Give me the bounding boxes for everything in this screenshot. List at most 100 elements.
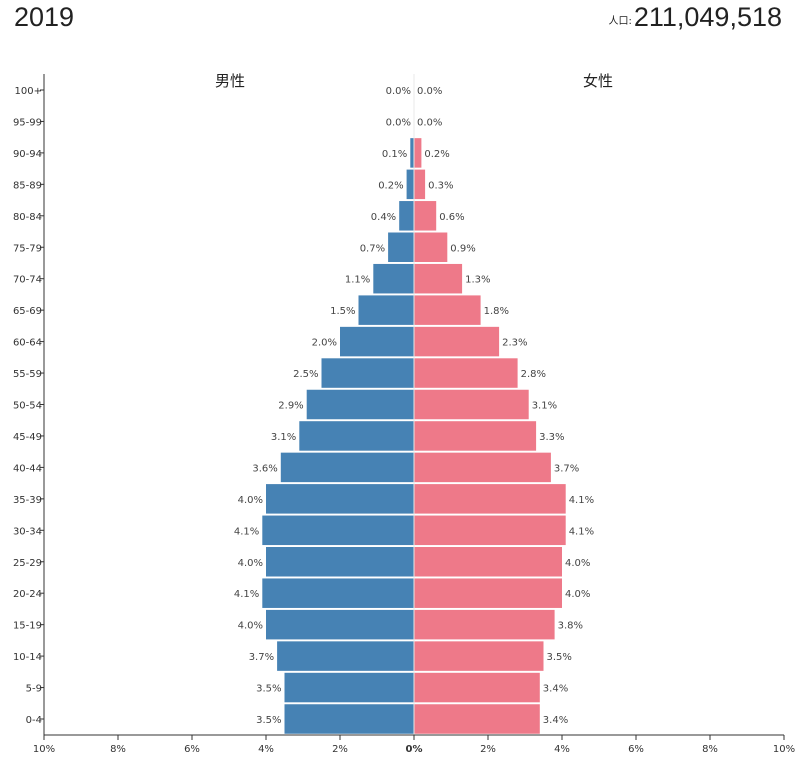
x-tick-label: 10% xyxy=(773,744,795,755)
label-female-80-84: 0.6% xyxy=(439,212,464,223)
y-tick-label-85-89: 85-89 xyxy=(13,180,42,191)
label-male-95-99: 0.0% xyxy=(386,117,411,128)
label-male-70-74: 1.1% xyxy=(345,275,370,286)
label-male-50-54: 2.9% xyxy=(278,401,303,412)
bar-female-10-14 xyxy=(414,641,544,671)
x-tick-label: 4% xyxy=(258,744,274,755)
x-tick-label: 2% xyxy=(480,744,496,755)
label-female-85-89: 0.3% xyxy=(428,180,453,191)
bar-female-15-19 xyxy=(414,609,555,640)
bar-female-65-69 xyxy=(414,295,481,325)
bar-male-30-34 xyxy=(262,515,414,546)
y-tick-label-95-99: 95-99 xyxy=(13,117,42,128)
x-tick-label: 6% xyxy=(184,744,200,755)
bar-male-80-84 xyxy=(399,201,414,231)
bar-male-65-69 xyxy=(358,295,414,325)
y-tick-label-55-59: 55-59 xyxy=(13,369,42,380)
bar-female-40-44 xyxy=(414,452,551,483)
label-male-40-44: 3.6% xyxy=(252,463,277,474)
year-title: 2019 xyxy=(14,2,75,32)
bar-male-10-14 xyxy=(277,641,414,671)
y-tick-label-10-14: 10-14 xyxy=(13,652,42,663)
y-tick-label-80-84: 80-84 xyxy=(13,212,42,223)
label-female-50-54: 3.1% xyxy=(532,401,557,412)
label-male-55-59: 2.5% xyxy=(293,369,318,380)
bar-female-25-29 xyxy=(414,547,562,577)
label-female-95-99: 0.0% xyxy=(417,117,442,128)
label-female-65-69: 1.8% xyxy=(484,306,509,317)
label-female-90-94: 0.2% xyxy=(424,149,449,160)
label-female-15-19: 3.8% xyxy=(558,621,583,632)
bar-male-90-94 xyxy=(410,138,414,168)
bar-male-20-24 xyxy=(262,578,414,608)
label-male-45-49: 3.1% xyxy=(271,432,296,443)
label-female-60-64: 2.3% xyxy=(502,338,527,349)
label-male-75-79: 0.7% xyxy=(360,243,385,254)
label-male-35-39: 4.0% xyxy=(238,495,263,506)
bar-male-35-39 xyxy=(266,484,414,514)
label-male-65-69: 1.5% xyxy=(330,306,355,317)
label-male-5-9: 3.5% xyxy=(256,684,281,695)
y-tick-label-20-24: 20-24 xyxy=(13,589,42,600)
bar-male-85-89 xyxy=(406,169,414,200)
y-tick-label-40-44: 40-44 xyxy=(13,463,42,474)
y-tick-label-35-39: 35-39 xyxy=(13,495,42,506)
bar-female-35-39 xyxy=(414,484,566,514)
y-tick-label-50-54: 50-54 xyxy=(13,401,42,412)
bar-female-55-59 xyxy=(414,358,518,388)
label-female-5-9: 3.4% xyxy=(543,684,568,695)
label-male-60-64: 2.0% xyxy=(312,338,337,349)
y-tick-label-25-29: 25-29 xyxy=(13,558,42,569)
bar-male-15-19 xyxy=(266,609,414,640)
x-tick-label: 2% xyxy=(332,744,348,755)
label-male-0-4: 3.5% xyxy=(256,715,281,726)
label-female-40-44: 3.7% xyxy=(554,463,579,474)
bar-male-45-49 xyxy=(299,421,414,451)
bar-male-50-54 xyxy=(306,389,414,420)
label-male-30-34: 4.1% xyxy=(234,526,259,537)
bar-female-80-84 xyxy=(414,201,437,231)
label-female-55-59: 2.8% xyxy=(521,369,546,380)
bar-male-70-74 xyxy=(373,263,414,294)
y-tick-label-65-69: 65-69 xyxy=(13,306,42,317)
bar-male-60-64 xyxy=(340,326,414,357)
bar-female-20-24 xyxy=(414,578,562,608)
population-label: 人口: xyxy=(608,16,632,27)
label-female-10-14: 3.5% xyxy=(547,652,572,663)
label-female-45-49: 3.3% xyxy=(539,432,564,443)
label-female-75-79: 0.9% xyxy=(450,243,475,254)
x-tick-label: 8% xyxy=(110,744,126,755)
label-female-70-74: 1.3% xyxy=(465,275,490,286)
population-display: 人口:211,049,518 xyxy=(608,2,782,33)
bar-female-30-34 xyxy=(414,515,566,546)
y-tick-label-70-74: 70-74 xyxy=(13,275,42,286)
bar-male-75-79 xyxy=(388,232,414,262)
bar-male-55-59 xyxy=(321,358,414,388)
x-tick-label: 4% xyxy=(554,744,570,755)
bar-female-70-74 xyxy=(414,263,463,294)
label-male-100+: 0.0% xyxy=(386,86,411,97)
y-tick-label-45-49: 45-49 xyxy=(13,432,42,443)
x-tick-label: 0% xyxy=(406,744,423,755)
y-tick-label-90-94: 90-94 xyxy=(13,149,42,160)
bar-male-40-44 xyxy=(280,452,414,483)
y-tick-label-15-19: 15-19 xyxy=(13,621,42,632)
label-male-90-94: 0.1% xyxy=(382,149,407,160)
label-male-80-84: 0.4% xyxy=(371,212,396,223)
bar-male-25-29 xyxy=(266,547,414,577)
label-male-85-89: 0.2% xyxy=(378,180,403,191)
bar-female-5-9 xyxy=(414,672,540,703)
bar-female-75-79 xyxy=(414,232,448,262)
label-male-25-29: 4.0% xyxy=(238,558,263,569)
label-female-25-29: 4.0% xyxy=(565,558,590,569)
y-tick-label-30-34: 30-34 xyxy=(13,526,42,537)
x-tick-label: 6% xyxy=(628,744,644,755)
label-female-35-39: 4.1% xyxy=(569,495,594,506)
bar-male-0-4 xyxy=(284,704,414,734)
male-heading: 男性 xyxy=(215,72,245,90)
bar-female-0-4 xyxy=(414,704,540,734)
bar-female-50-54 xyxy=(414,389,529,420)
bar-female-85-89 xyxy=(414,169,426,200)
label-female-20-24: 4.0% xyxy=(565,589,590,600)
